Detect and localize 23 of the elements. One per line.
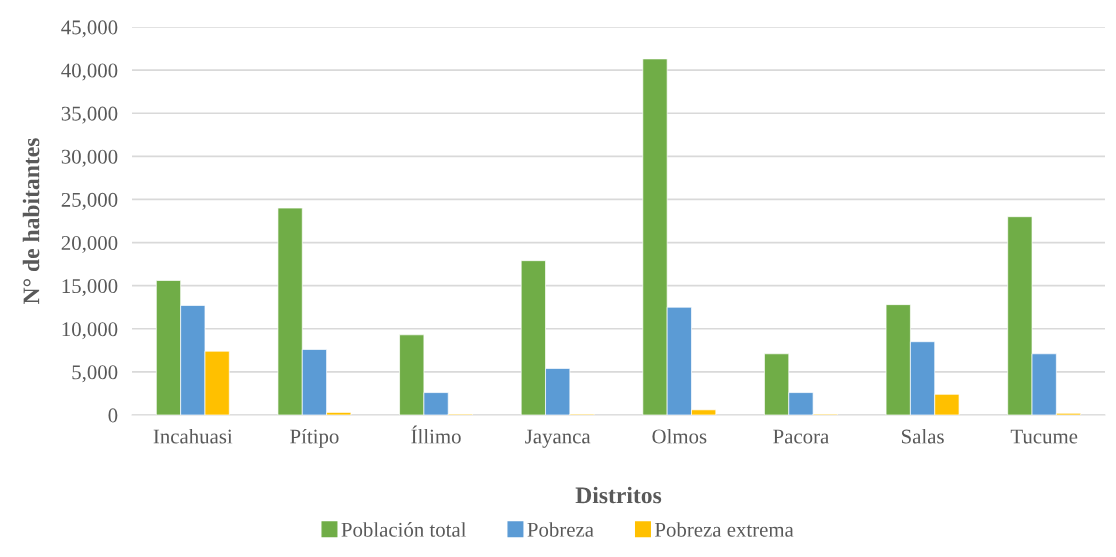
x-tick-label: Olmos bbox=[652, 428, 707, 444]
legend-label: Población total bbox=[341, 522, 467, 537]
x-axis-title: Distritos bbox=[575, 486, 662, 504]
x-tick-label: Tucume bbox=[1010, 429, 1078, 444]
x-tick-label: Pacora bbox=[773, 429, 829, 444]
y-tick-label: 0 bbox=[108, 408, 118, 423]
legend-label: Pobreza extrema bbox=[655, 522, 794, 537]
x-tick-label: Íllimo bbox=[411, 425, 461, 444]
y-tick-label: 30,000 bbox=[61, 149, 118, 167]
y-tick-label: 45,000 bbox=[61, 20, 118, 38]
x-tick-label: Jayanca bbox=[525, 429, 591, 448]
y-tick-label: 25,000 bbox=[61, 192, 118, 210]
y-axis-title: N° de habitantes bbox=[22, 138, 40, 304]
y-tick-label: 10,000 bbox=[62, 322, 118, 340]
x-tick-label: Salas bbox=[901, 428, 944, 444]
y-tick-label: 15,000 bbox=[62, 279, 118, 297]
y-tick-label: 40,000 bbox=[61, 63, 118, 81]
legend-label: Pobreza bbox=[527, 522, 594, 537]
x-tick-label: Pítipo bbox=[290, 428, 339, 448]
y-tick-label: 35,000 bbox=[61, 106, 118, 124]
x-tick-label: Incahuasi bbox=[153, 428, 233, 444]
y-tick-label: 20,000 bbox=[61, 235, 118, 253]
y-tick-label: 5,000 bbox=[72, 365, 118, 383]
